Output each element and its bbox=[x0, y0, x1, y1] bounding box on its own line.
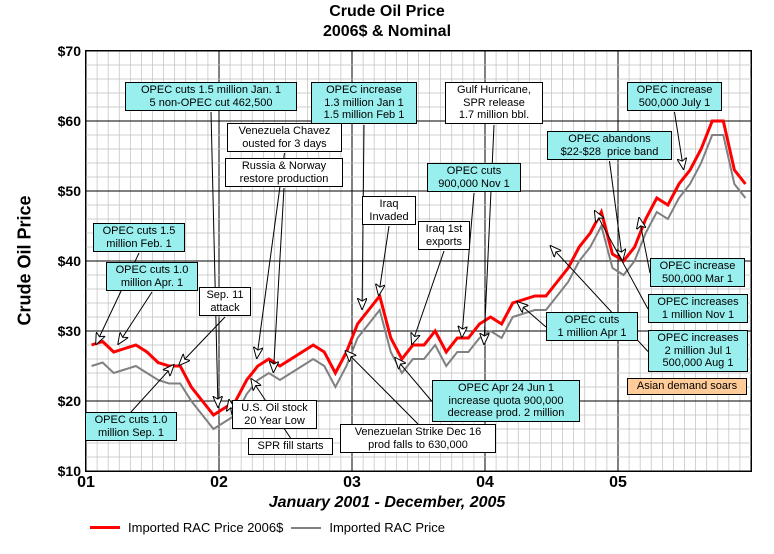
annotation-box: Asian demand soars bbox=[627, 378, 747, 395]
x-tick-label: 05 bbox=[609, 471, 627, 492]
annotation-box: Russia & Norway restore production bbox=[225, 158, 343, 187]
annotation-box: OPEC Apr 24 Jun 1 increase quota 900,000… bbox=[432, 380, 580, 422]
annotation-box: OPEC abandons $22-$28 price band bbox=[547, 131, 672, 160]
legend-label: Imported RAC Price 2006$ bbox=[128, 520, 283, 535]
annotation-box: U.S. Oil stock 20 Year Low bbox=[232, 400, 317, 429]
chart-title-2: 2006$ & Nominal bbox=[0, 23, 774, 41]
legend-label: Imported RAC Price bbox=[329, 520, 445, 535]
x-tick-label: 03 bbox=[343, 471, 361, 492]
annotation-box: Gulf Hurricane, SPR release 1.7 million … bbox=[445, 82, 543, 124]
legend-swatch bbox=[90, 526, 120, 529]
y-tick-label: $60 bbox=[58, 113, 86, 129]
y-tick-label: $30 bbox=[58, 323, 86, 339]
y-tick-label: $40 bbox=[58, 253, 86, 269]
annotation-box: Iraq 1st exports bbox=[418, 221, 470, 250]
annotation-box: OPEC cuts 1.0 million Apr. 1 bbox=[106, 262, 198, 291]
y-tick-label: $70 bbox=[58, 43, 86, 59]
chart-container: Crude Oil Price 2006$ & Nominal Crude Oi… bbox=[0, 0, 774, 554]
x-axis-title: January 2001 - December, 2005 bbox=[0, 494, 774, 512]
annotation-box: OPEC cuts 1.5 million Feb. 1 bbox=[93, 223, 185, 252]
legend: Imported RAC Price 2006$ Imported RAC Pr… bbox=[90, 520, 445, 535]
y-tick-label: $50 bbox=[58, 183, 86, 199]
legend-swatch bbox=[291, 527, 321, 529]
y-axis-title: Crude Oil Price bbox=[15, 195, 36, 325]
x-tick-label: 04 bbox=[476, 471, 494, 492]
annotation-box: Iraq Invaded bbox=[362, 196, 416, 225]
annotation-box: SPR fill starts bbox=[248, 438, 333, 455]
annotation-box: OPEC increase 500,000 July 1 bbox=[627, 82, 722, 111]
annotation-box: OPEC cuts 900,000 Nov 1 bbox=[427, 163, 521, 192]
annotation-box: OPEC increase 1.3 million Jan 1 1.5 mill… bbox=[311, 82, 417, 124]
annotation-box: Venezuela Chavez ousted for 3 days bbox=[227, 123, 342, 152]
annotation-box: OPEC increases 2 million Jul 1 500,000 A… bbox=[648, 330, 748, 372]
annotation-box: OPEC cuts 1 million Apr 1 bbox=[546, 312, 638, 341]
annotation-box: Sep. 11 attack bbox=[199, 287, 251, 316]
annotation-box: OPEC increases 1 million Nov 1 bbox=[648, 294, 748, 323]
chart-title-1: Crude Oil Price bbox=[0, 3, 774, 21]
y-tick-label: $20 bbox=[58, 393, 86, 409]
annotation-box: Venezuelan Strike Dec 16 prod falls to 6… bbox=[340, 424, 496, 453]
annotation-box: OPEC increase 500,000 Mar 1 bbox=[650, 258, 745, 287]
x-tick-label: 02 bbox=[210, 471, 228, 492]
annotation-box: OPEC cuts 1.5 million Jan. 1 5 non-OPEC … bbox=[125, 82, 297, 111]
annotation-box: OPEC cuts 1.0 million Sep. 1 bbox=[85, 412, 177, 441]
x-tick-label: 01 bbox=[77, 471, 95, 492]
